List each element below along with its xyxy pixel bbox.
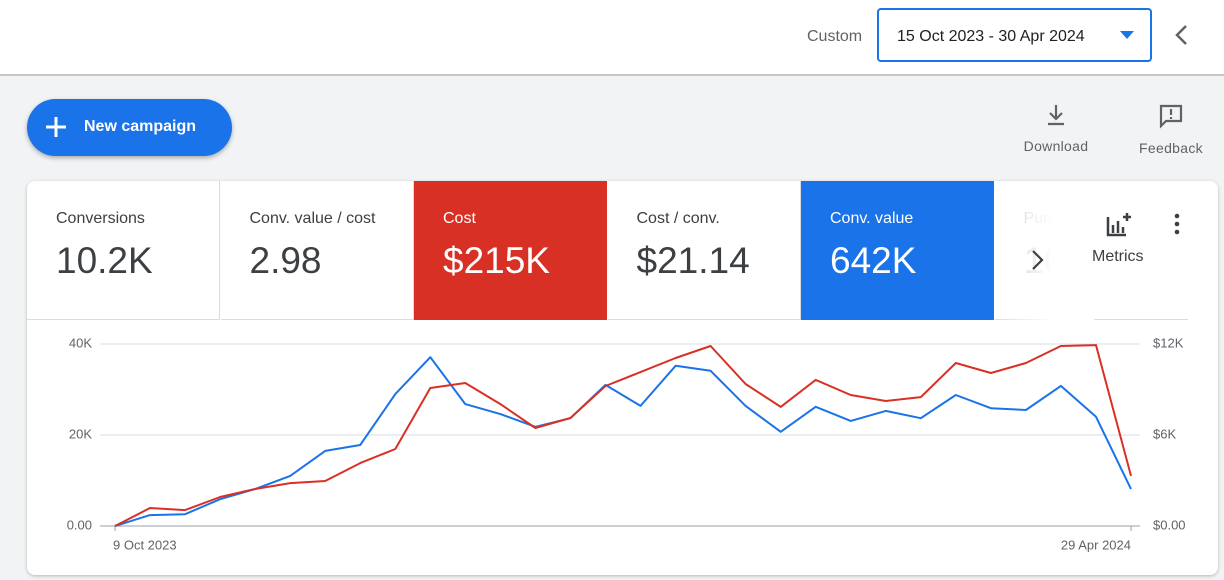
scroll-right[interactable]: [1031, 249, 1045, 271]
metric-value: 10.2K: [56, 240, 153, 281]
dropdown-arrow: [1120, 31, 1134, 39]
metrics-icon: [1106, 213, 1131, 237]
metric-card[interactable]: Conv. value 642K: [801, 181, 994, 320]
metric-value: $215K: [443, 240, 550, 281]
metric-label: Conv. value: [830, 210, 914, 227]
download-button[interactable]: Download: [1018, 103, 1094, 154]
top-bar: Custom 15 Oct 2023 - 30 Apr 2024: [0, 0, 1224, 76]
back-button[interactable]: [1174, 24, 1188, 46]
plus-icon: [46, 117, 66, 137]
metric-card[interactable]: Conv. value / cost 2.98: [220, 181, 414, 320]
feedback-icon: [1159, 104, 1183, 129]
metric-label: Cost: [443, 210, 476, 227]
date-range-picker[interactable]: 15 Oct 2023 - 30 Apr 2024: [877, 8, 1152, 62]
metrics-label: Metrics: [1092, 248, 1144, 265]
scroll-fade: [994, 181, 1094, 320]
date-range: 15 Oct 2023 - 30 Apr 2024: [897, 28, 1085, 45]
download-label: Download: [1023, 138, 1089, 154]
metric-card[interactable]: Conversions 10.2K: [27, 181, 220, 320]
metric-label: Conv. value / cost: [249, 210, 376, 227]
metric-card[interactable]: Cost $215K: [414, 181, 607, 320]
feedback-button[interactable]: Feedback: [1134, 103, 1208, 156]
metric-label: Conversions: [56, 210, 145, 227]
range-label: Custom: [807, 28, 863, 45]
more-menu[interactable]: [1174, 213, 1180, 235]
metric-value: 642K: [830, 240, 917, 281]
metrics-button[interactable]: Metrics: [1092, 211, 1144, 266]
download-icon: [1048, 105, 1064, 126]
metric-label: Cost / conv.: [636, 210, 720, 227]
metric-card[interactable]: Cost / conv. $21.14: [607, 181, 801, 320]
metric-value: $21.14: [636, 240, 750, 281]
new-campaign-label: New campaign: [84, 118, 197, 135]
new-campaign-button[interactable]: New campaign: [27, 99, 232, 156]
feedback-label: Feedback: [1139, 140, 1203, 156]
metric-value: 2.98: [249, 240, 322, 281]
